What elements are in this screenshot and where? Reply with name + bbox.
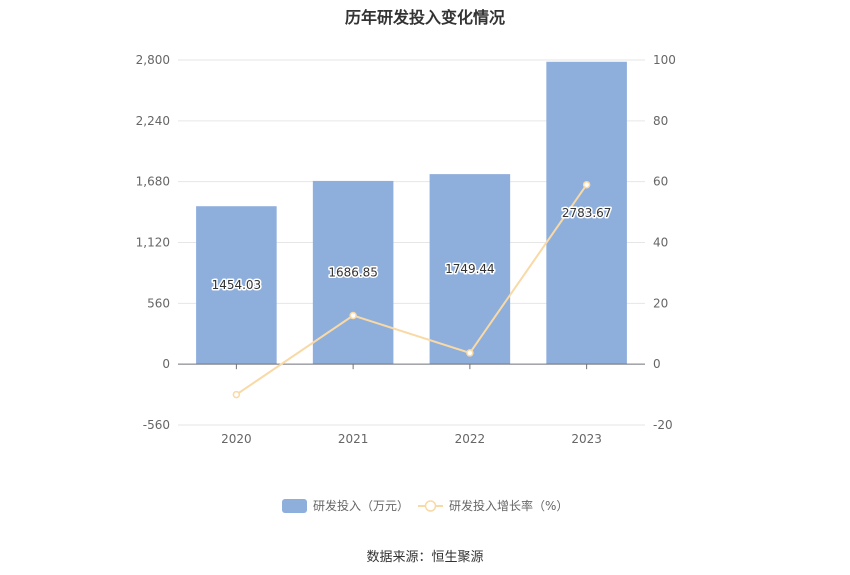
chart-title: 历年研发投入变化情况 (344, 8, 505, 27)
y-left-tick-label: 2,240 (136, 114, 170, 128)
y-right-tick-label: 40 (653, 236, 668, 250)
x-tick-label: 2020 (221, 432, 252, 446)
y-left-tick-label: 1,120 (136, 236, 170, 250)
bar (429, 174, 511, 365)
y-right-tick-label: 0 (653, 357, 661, 371)
y-left-tick-label: 1,680 (136, 175, 170, 189)
y-left-tick-label: 560 (147, 296, 170, 310)
x-tick-label: 2021 (338, 432, 369, 446)
growth-point (349, 311, 357, 320)
y-right-tick-label: 80 (653, 114, 668, 128)
legend-line-label: 研发投入增长率（%） (449, 498, 568, 513)
y-right-tick-label: -20 (653, 418, 673, 432)
source-note: 数据来源：恒生聚源 (366, 550, 484, 565)
y-right-tick-label: 20 (653, 296, 668, 310)
x-tick-label: 2022 (455, 432, 486, 446)
bar (546, 61, 627, 365)
y-left-tick-label: 2,800 (136, 53, 170, 67)
y-right-tick-label: 60 (653, 175, 668, 189)
bar-value-label: 2783.67 (562, 206, 612, 220)
y-right-tick-label: 100 (653, 53, 676, 67)
legend-line-marker (424, 500, 437, 512)
bar (196, 206, 277, 365)
growth-line (235, 184, 588, 396)
bar-value-label: 1749.44 (445, 262, 495, 276)
growth-point (466, 349, 474, 357)
bar-value-label: 1686.85 (328, 266, 378, 280)
y-left-tick-label: -560 (143, 418, 170, 432)
x-tick-label: 2023 (571, 432, 602, 446)
growth-point (582, 180, 591, 189)
legend-bar-label: 研发投入（万元） (313, 498, 409, 513)
y-left-tick-label: 0 (162, 357, 170, 371)
bar-value-label: 1454.03 (212, 278, 262, 292)
legend-bar-swatch (282, 499, 307, 513)
growth-point (232, 390, 241, 399)
